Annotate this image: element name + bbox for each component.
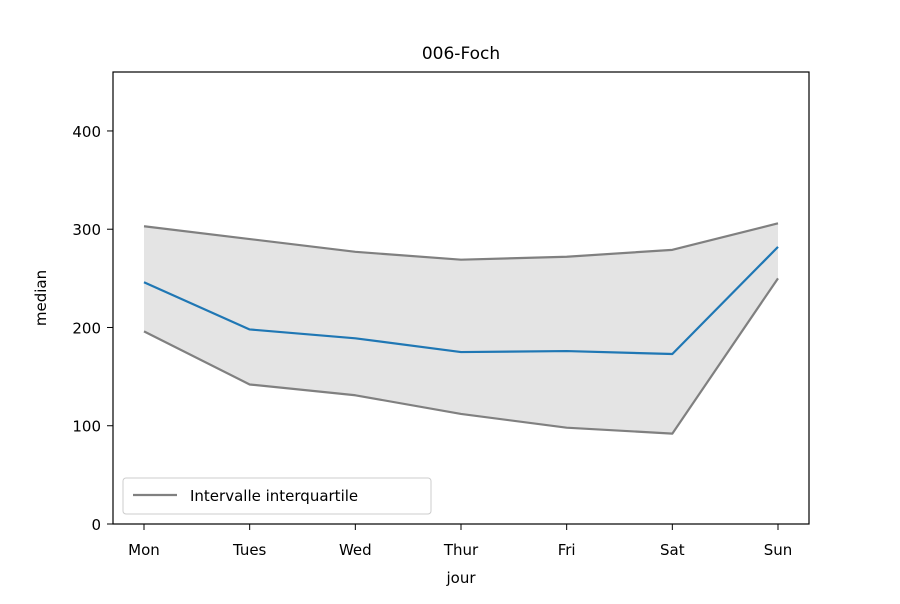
x-axis-title: jour: [445, 569, 476, 587]
chart-title: 006-Foch: [422, 44, 500, 64]
x-tick-label: Sun: [764, 541, 793, 559]
plot-area: [143, 222, 779, 435]
iqr-band-fill: [144, 223, 778, 434]
y-axis: 0 100 200 300 400: [72, 123, 113, 534]
legend-label-iqr: Intervalle interquartile: [190, 487, 358, 505]
y-tick-label: 300: [72, 221, 101, 239]
x-tick-label: Fri: [558, 541, 576, 559]
median-series-line: [143, 246, 779, 356]
x-tick-label: Tues: [232, 541, 267, 559]
x-axis: Mon Tues Wed Thur Fri Sat Sun: [128, 524, 792, 559]
y-tick-label: 200: [72, 319, 101, 337]
legend: Intervalle interquartile: [122, 477, 432, 515]
y-tick-label: 400: [72, 123, 101, 141]
y-tick-label: 0: [91, 516, 101, 534]
y-tick-label: 100: [72, 418, 101, 436]
x-tick-label: Thur: [443, 541, 479, 559]
x-tick-label: Mon: [128, 541, 160, 559]
x-tick-label: Wed: [339, 541, 372, 559]
iqr-lower-line: [143, 277, 779, 435]
legend-box: [122, 477, 432, 515]
x-tick-label: Sat: [660, 541, 685, 559]
iqr-upper-line: [143, 222, 779, 261]
y-axis-title: median: [32, 270, 50, 326]
